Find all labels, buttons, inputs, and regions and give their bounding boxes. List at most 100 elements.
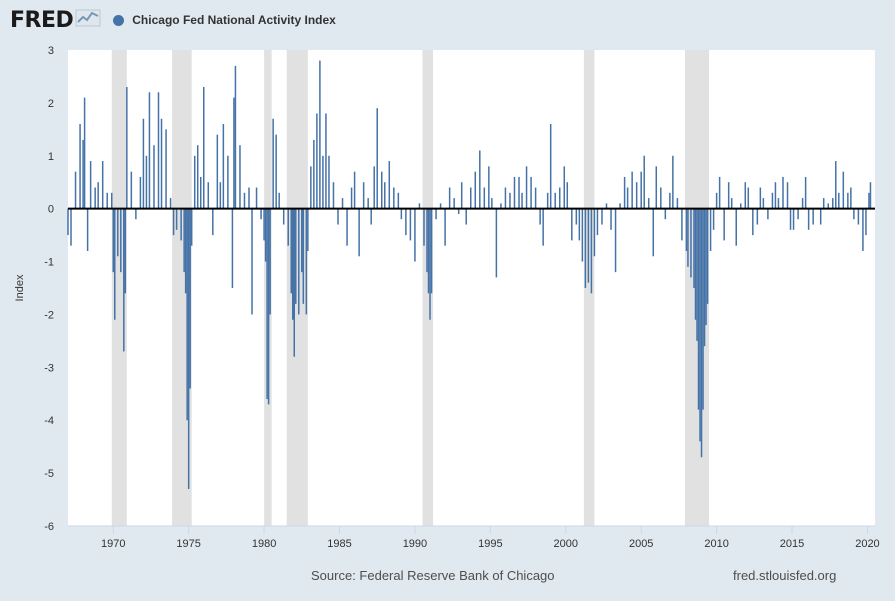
data-bar[interactable] [850,187,852,209]
data-bar[interactable] [853,208,855,220]
data-bar[interactable] [319,60,321,209]
source-url[interactable]: fred.stlouisfed.org [733,568,837,583]
data-bar[interactable] [124,208,127,294]
data-bar[interactable] [664,208,667,220]
data-bar[interactable] [295,208,297,304]
data-bar[interactable] [694,208,697,320]
data-bar[interactable] [563,166,566,209]
data-bar[interactable] [578,208,581,241]
data-bar[interactable] [693,208,695,288]
data-bar[interactable] [655,166,658,209]
data-bar[interactable] [549,124,552,209]
data-bar[interactable] [862,208,864,251]
data-bar[interactable] [730,198,733,209]
data-bar[interactable] [509,192,511,209]
data-bar[interactable] [234,65,237,209]
data-bar[interactable] [699,208,701,442]
data-bar[interactable] [474,171,477,209]
data-bar[interactable] [207,182,210,209]
data-bar[interactable] [530,176,532,209]
data-bar[interactable] [427,208,430,294]
data-bar[interactable] [669,192,671,209]
data-bar[interactable] [703,208,706,347]
data-bar[interactable] [231,208,234,288]
data-bar[interactable] [593,208,596,257]
data-bar[interactable] [575,208,578,225]
data-bar[interactable] [626,187,629,209]
data-bar[interactable] [771,192,774,209]
data-bar[interactable] [504,187,507,209]
data-bar[interactable] [643,155,645,209]
data-bar[interactable] [869,182,872,209]
data-bar[interactable] [827,203,829,209]
data-bar[interactable] [222,124,225,209]
data-bar[interactable] [139,176,142,209]
data-bar[interactable] [325,113,327,209]
data-bar[interactable] [735,208,737,246]
data-bar[interactable] [367,198,369,209]
data-bar[interactable] [376,108,378,209]
data-bar[interactable] [696,208,698,341]
data-bar[interactable] [282,208,285,225]
data-bar[interactable] [190,208,193,246]
data-bar[interactable] [479,150,481,209]
data-bar[interactable] [196,145,199,209]
data-bar[interactable] [70,208,72,246]
data-bar[interactable] [744,182,747,209]
data-bar[interactable] [672,155,674,209]
data-bar[interactable] [400,208,403,220]
data-bar[interactable] [647,198,650,209]
data-bar[interactable] [298,208,300,315]
data-bar[interactable] [341,198,344,209]
data-bar[interactable] [587,208,590,283]
data-bar[interactable] [571,208,573,241]
data-bar[interactable] [248,187,250,209]
data-bar[interactable] [381,171,383,209]
data-bar[interactable] [774,182,777,209]
data-bar[interactable] [546,192,549,209]
data-bar[interactable] [518,176,520,209]
data-bar[interactable] [82,139,84,209]
data-bar[interactable] [767,208,769,220]
data-bar[interactable] [120,208,122,273]
data-bar[interactable] [189,208,191,389]
data-bar[interactable] [690,208,692,278]
data-bar[interactable] [539,208,541,225]
data-bar[interactable] [243,192,246,209]
data-bar[interactable] [491,198,493,209]
data-bar[interactable] [362,182,365,209]
data-bar[interactable] [310,166,312,209]
data-bar[interactable] [640,171,642,209]
data-bar[interactable] [807,208,810,230]
data-bar[interactable] [255,187,258,209]
data-bar[interactable] [812,208,814,225]
data-bar[interactable] [388,161,391,209]
data-bar[interactable] [117,208,119,257]
data-bar[interactable] [756,208,759,225]
data-bar[interactable] [193,155,196,209]
data-bar[interactable] [165,129,167,209]
data-bar[interactable] [558,187,561,209]
data-bar[interactable] [405,208,407,236]
data-bar[interactable] [635,182,638,209]
data-bar[interactable] [619,203,621,209]
data-bar[interactable] [444,208,446,246]
data-bar[interactable] [148,92,151,209]
data-bar[interactable] [414,208,416,262]
data-bar[interactable] [142,118,145,209]
data-bar[interactable] [97,182,99,209]
data-bar[interactable] [610,208,612,230]
data-bar[interactable] [566,182,569,209]
data-bar[interactable] [418,203,421,209]
data-bar[interactable] [460,182,463,209]
data-bar[interactable] [233,97,235,209]
data-bar[interactable] [353,171,356,209]
data-bar[interactable] [157,92,160,209]
data-bar[interactable] [465,208,467,225]
data-bar[interactable] [94,187,96,209]
data-bar[interactable] [718,176,721,209]
data-bar[interactable] [302,208,305,304]
data-bar[interactable] [264,208,267,262]
data-bar[interactable] [393,187,395,209]
data-bar[interactable] [605,203,608,209]
